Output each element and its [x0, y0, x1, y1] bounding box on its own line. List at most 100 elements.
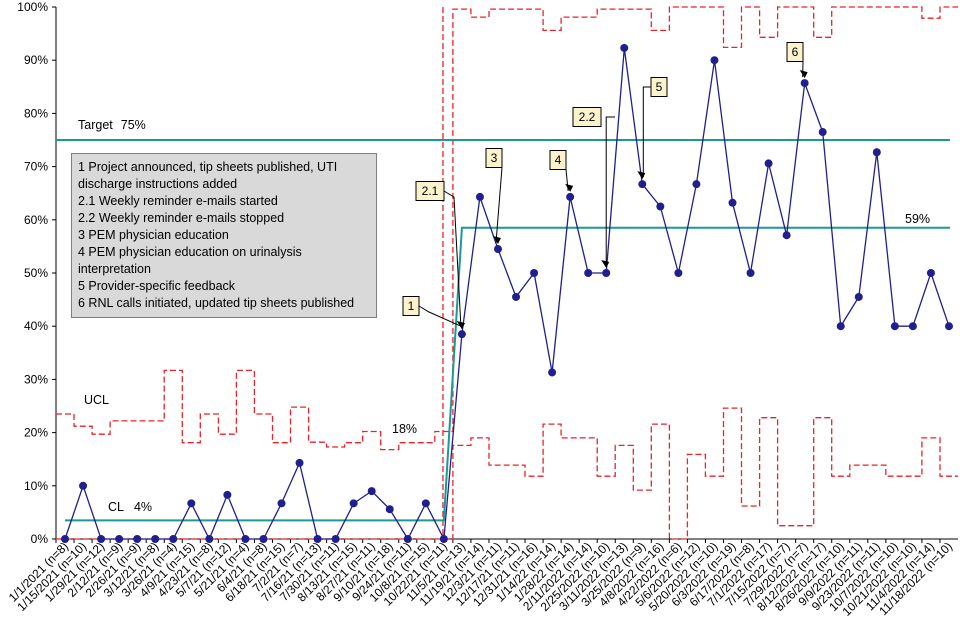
data-point: [800, 79, 809, 88]
data-point: [944, 322, 953, 331]
data-point: [313, 535, 322, 543]
data-point: [728, 198, 737, 207]
data-point: [512, 292, 521, 301]
y-tick-label: 40%: [24, 319, 48, 333]
data-point: [656, 202, 665, 211]
annotation-label: 2.2: [579, 110, 596, 124]
annotation-arrowhead: [492, 236, 501, 245]
data-point: [908, 322, 917, 331]
annotation-arrowhead: [637, 171, 646, 180]
data-point: [584, 269, 593, 277]
data-point: [259, 535, 268, 543]
y-tick-labels: 0% 10% 20% 30% 40% 50% 60% 70% 80% 90% 100%: [17, 0, 48, 546]
data-point: [115, 535, 124, 543]
data-point: [926, 269, 935, 277]
data-point: [97, 535, 106, 543]
data-point: [710, 56, 719, 65]
lcl-line: [56, 407, 958, 540]
data-point: [421, 499, 430, 508]
data-point: [475, 192, 484, 201]
data-point: [457, 330, 466, 339]
y-tick-label: 90%: [24, 53, 48, 67]
annotation-arrowhead: [565, 183, 574, 192]
y-tick-label: 70%: [24, 160, 48, 174]
legend-item-6: 6 RNL calls initiated, updated tip sheet…: [78, 296, 355, 310]
annotation-box: [402, 296, 420, 316]
data-point: [331, 535, 340, 543]
cl-label-text: CL: [108, 500, 124, 514]
y-tick-label: 100%: [17, 0, 48, 14]
ucl-label: UCL: [84, 393, 109, 407]
center-line: [65, 226, 950, 522]
y-tick-label: 50%: [24, 266, 48, 280]
series-line: [64, 47, 950, 542]
annotation-leader: [495, 167, 503, 244]
y-tick-label: 60%: [24, 213, 48, 227]
control-limits: [56, 6, 958, 540]
target-label-text: Target: [78, 118, 113, 132]
data-point: [638, 180, 647, 189]
data-point: [854, 292, 863, 301]
data-point: [692, 180, 701, 189]
data-point: [277, 499, 286, 508]
annotation-box: [572, 107, 602, 127]
chart-labels: Target 75% CL 4% UCL 18% 59%: [78, 118, 930, 514]
data-series: [61, 43, 953, 543]
legend-item-5: 5 Provider-specific feedback: [78, 279, 236, 293]
y-tick-label: 0%: [31, 532, 49, 546]
data-point: [79, 481, 88, 490]
annotations: 1 2.1 3 4 2.2 5 6: [402, 42, 808, 330]
data-point: [746, 269, 755, 277]
data-point: [493, 245, 502, 254]
annotation-leader: [605, 116, 615, 266]
data-point: [764, 159, 773, 168]
annotation-legend-box: 1 Project announced, tip sheets publishe…: [71, 153, 377, 318]
data-point: [151, 535, 160, 543]
annotation-label: 6: [792, 45, 799, 59]
data-point: [61, 535, 70, 543]
annotation-leader: [418, 305, 462, 327]
phase2-center-value-label: 59%: [905, 212, 930, 226]
target-value-label: 75%: [121, 118, 146, 132]
y-tick-label: 80%: [24, 106, 48, 120]
cl-label: CL 4%: [108, 500, 152, 514]
data-point: [295, 458, 304, 467]
y-tick-label: 30%: [24, 372, 48, 386]
data-point: [439, 535, 448, 543]
annotation-label: 3: [491, 151, 498, 165]
annotation-box: [549, 150, 567, 170]
data-point: [890, 322, 899, 331]
legend-item-2-1: 2.1 Weekly reminder e-mails started: [78, 194, 278, 208]
annotation-box: [485, 148, 503, 168]
target-label: Target 75%: [78, 118, 146, 132]
annotation-label: 5: [656, 80, 663, 94]
data-point: [818, 128, 827, 137]
data-point: [367, 487, 376, 496]
legend-item-1: 1 Project announced, tip sheets publishe…: [78, 160, 338, 191]
legend-item-4: 4 PEM physician education on urinalysis …: [78, 245, 302, 276]
data-point: [530, 269, 539, 277]
annotation-arrowhead: [456, 321, 465, 330]
data-point: [548, 368, 557, 377]
annotation-box: [786, 42, 804, 62]
x-tick-labels: 1/1/2021 (n=8)1/15/2021 (n=10)1/29/21 (n…: [6, 539, 955, 618]
data-point: [836, 322, 845, 331]
annotation-label: 4: [555, 153, 562, 167]
data-point: [205, 535, 214, 543]
annotation-box: [650, 77, 668, 97]
annotation-arrowhead: [601, 260, 610, 268]
data-point: [187, 499, 196, 508]
annotation-label: 1: [408, 299, 415, 313]
data-point: [566, 192, 575, 201]
data-point: [349, 499, 358, 508]
annotation-leader: [443, 190, 462, 327]
annotation-label: 2.1: [422, 184, 439, 198]
ucl-line: [56, 6, 958, 451]
data-point: [602, 269, 611, 277]
ucl-value-label: 18%: [392, 422, 417, 436]
legend-item-3: 3 PEM physician education: [78, 228, 229, 242]
data-point: [674, 269, 683, 277]
data-point: [385, 505, 394, 514]
data-point: [169, 535, 178, 543]
